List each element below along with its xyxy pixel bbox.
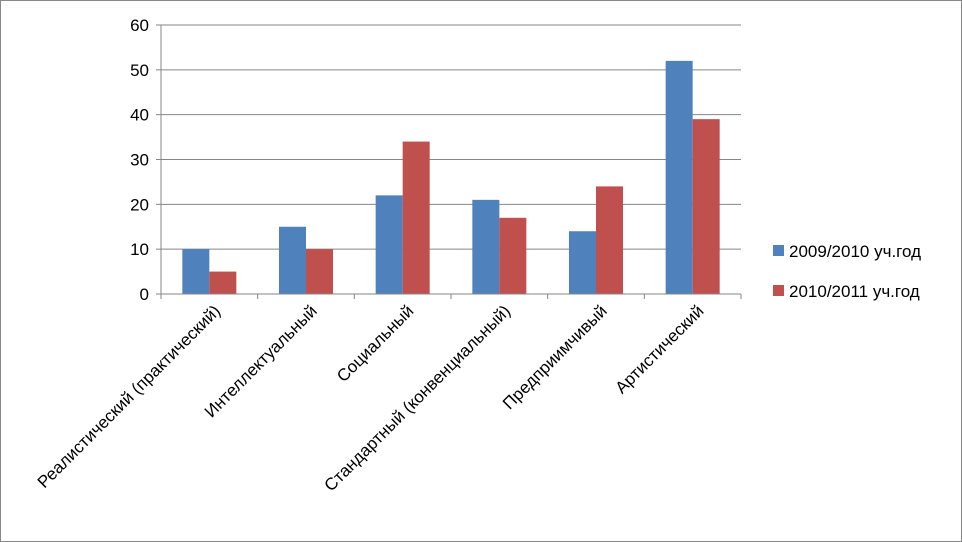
bar-series-1-1 — [182, 249, 210, 294]
bar-series-2-5 — [596, 186, 623, 294]
axes — [156, 24, 742, 299]
y-tick-label: 10 — [130, 240, 149, 259]
bar-series-2-4 — [499, 217, 527, 294]
bar-series-1-6 — [665, 60, 693, 294]
legend: 2009/2010 уч.год 2010/2011 уч.год — [773, 242, 921, 301]
bar-series-2-6 — [692, 119, 720, 295]
y-tick-label: 50 — [130, 61, 149, 80]
x-tick-label: Предприимчивый — [499, 301, 611, 413]
legend-swatch-series-2 — [773, 285, 784, 296]
y-tick-label: 20 — [130, 195, 149, 214]
bar-series-1-3 — [375, 195, 403, 294]
gridlines — [161, 24, 741, 250]
legend-label-series-1: 2009/2010 уч.год — [789, 242, 921, 261]
x-tick-label: Реалистический (практический) — [34, 301, 224, 491]
bar-series-1-5 — [569, 231, 596, 294]
y-tick-labels: 0 10 20 30 40 50 60 — [130, 16, 149, 304]
y-tick-label: 40 — [130, 106, 149, 125]
y-tick-label: 30 — [130, 151, 149, 170]
x-tick-label: Артистический — [612, 301, 708, 397]
bar-series-2-1 — [209, 271, 237, 294]
x-tick-labels: Реалистический (практический)Интеллектуа… — [34, 301, 708, 495]
bar-series-2-3 — [402, 141, 430, 294]
bar-series-2-2 — [306, 249, 333, 294]
bar-series-1-4 — [472, 199, 500, 294]
y-tick-label: 60 — [130, 16, 149, 35]
bar-series-1-2 — [279, 226, 306, 294]
x-tick-label: Социальный — [333, 301, 417, 385]
y-tick-label: 0 — [140, 285, 149, 304]
legend-label-series-2: 2010/2011 уч.год — [789, 282, 920, 301]
x-tick-label: Стандартный (конвенциальный) — [321, 301, 515, 495]
bars — [182, 60, 720, 295]
legend-swatch-series-1 — [773, 245, 784, 256]
